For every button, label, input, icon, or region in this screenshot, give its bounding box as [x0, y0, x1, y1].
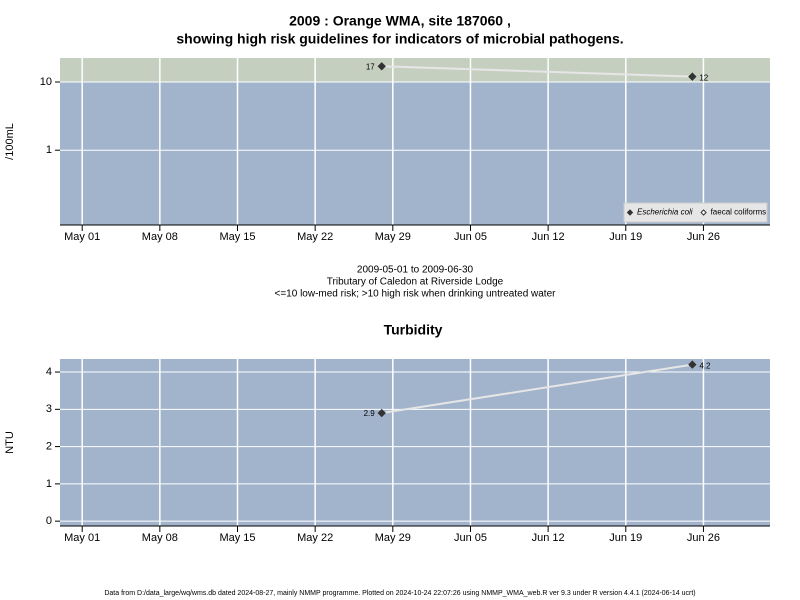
- data-label: 2.9: [364, 409, 376, 418]
- chart-title: showing high risk guidelines for indicat…: [176, 31, 623, 47]
- data-label: 17: [366, 62, 375, 71]
- data-label: 12: [699, 74, 708, 83]
- x-tick-label: May 01: [64, 532, 100, 544]
- x-tick-label: Jun 12: [532, 231, 565, 243]
- x-tick-label: May 01: [64, 231, 100, 243]
- caption: 2009-05-01 to 2009-06-30: [357, 265, 474, 276]
- plot-background: [60, 359, 770, 526]
- legend-label: faecal coliforms: [711, 208, 767, 217]
- guideline-band: [60, 58, 770, 83]
- caption: Tributary of Caledon at Riverside Lodge: [327, 277, 504, 288]
- plot-background: [60, 58, 770, 225]
- legend-marker: [700, 209, 707, 216]
- data-point: [688, 360, 697, 369]
- x-tick-label: May 22: [297, 532, 333, 544]
- y-tick-label: 3: [46, 403, 52, 415]
- x-tick-label: Jun 19: [609, 532, 642, 544]
- x-tick-label: Jun 26: [687, 231, 720, 243]
- x-tick-label: May 15: [219, 532, 255, 544]
- x-tick-label: May 15: [219, 231, 255, 243]
- x-tick-label: May 29: [375, 532, 411, 544]
- y-tick-label: 4: [46, 366, 52, 378]
- x-tick-label: Jun 12: [532, 532, 565, 544]
- data-point: [377, 62, 386, 71]
- legend-marker: [626, 209, 634, 216]
- data-point: [377, 408, 386, 418]
- y-tick-label: 0: [46, 515, 52, 527]
- legend-label: Escherichia coli: [637, 208, 693, 217]
- x-tick-label: Jun 19: [609, 231, 642, 243]
- x-tick-label: May 22: [297, 231, 333, 243]
- y-axis-label: NTU: [4, 431, 16, 454]
- x-tick-label: May 08: [142, 532, 178, 544]
- x-tick-label: Jun 26: [687, 532, 720, 544]
- x-tick-label: May 08: [142, 231, 178, 243]
- x-tick-label: Jun 05: [454, 532, 487, 544]
- legend: [623, 202, 768, 223]
- y-tick-label: 1: [46, 144, 52, 156]
- series-line: [381, 65, 693, 78]
- chart-title: Turbidity: [384, 322, 443, 338]
- x-tick-label: Jun 05: [454, 231, 487, 243]
- y-tick-label: 1: [46, 478, 52, 490]
- series-line: [381, 363, 693, 415]
- footer: Data from D:/data_large/wq/wms.db dated …: [104, 590, 695, 597]
- y-axis-label: /100mL: [4, 123, 16, 160]
- data-label: 4.2: [699, 362, 711, 371]
- data-point: [688, 72, 697, 81]
- y-tick-label: 2: [46, 441, 52, 453]
- y-tick-label: 10: [40, 76, 52, 88]
- x-tick-label: May 29: [375, 231, 411, 243]
- chart-title: 2009 : Orange WMA, site 187060 ,: [289, 13, 511, 29]
- caption: <=10 low-med risk; >10 high risk when dr…: [275, 289, 557, 300]
